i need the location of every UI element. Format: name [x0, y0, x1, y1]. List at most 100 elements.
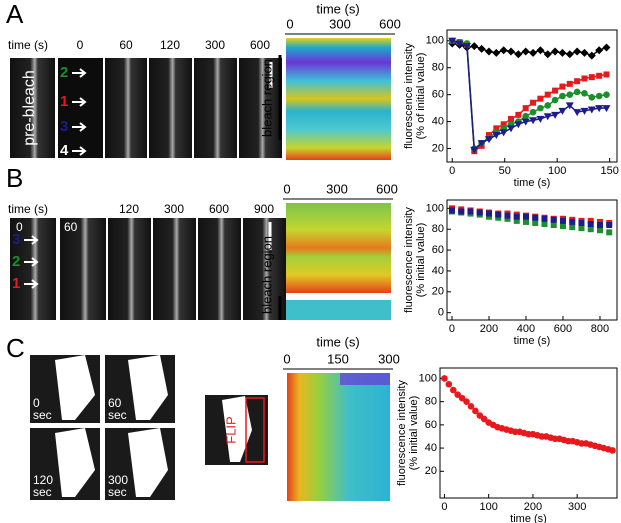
- marker: [551, 96, 559, 104]
- marker: [543, 113, 552, 121]
- kymo-tick: 0: [286, 16, 293, 31]
- y-tick-label: 80: [425, 396, 437, 408]
- marker: [477, 140, 486, 148]
- side-label: pre-bleach: [21, 70, 38, 146]
- time-label: 900: [254, 202, 274, 216]
- y-axis-label: (% initial value): [415, 223, 427, 298]
- marker: [458, 208, 465, 215]
- marker: [551, 47, 560, 56]
- x-tick-label: 0: [449, 165, 455, 177]
- marker: [595, 46, 604, 55]
- micrograph: [58, 58, 103, 158]
- marker: [532, 214, 539, 221]
- time-unit: sec: [33, 408, 52, 422]
- arrows: [72, 68, 87, 156]
- marker: [499, 46, 508, 55]
- marker: [462, 43, 471, 51]
- kymo-tick: 300: [326, 181, 348, 196]
- marker: [476, 209, 483, 216]
- marker: [529, 48, 538, 57]
- marker: [445, 380, 453, 388]
- time-label: time (s): [8, 202, 48, 216]
- kymo-tick: 0: [283, 181, 290, 196]
- time-label: 0: [33, 396, 40, 410]
- time-label: 300: [164, 202, 184, 216]
- marker: [472, 407, 479, 415]
- x-tick-label: 200: [480, 323, 498, 335]
- region-number: 4: [60, 142, 69, 159]
- marker: [448, 37, 457, 45]
- panel-label: A: [6, 0, 24, 29]
- x-tick-label: 0: [441, 501, 447, 513]
- time-label: 120: [33, 473, 53, 487]
- marker: [587, 221, 594, 227]
- kymograph: [286, 203, 391, 293]
- marker: [596, 227, 603, 234]
- panel-label: C: [6, 333, 25, 363]
- roi: [245, 397, 265, 463]
- kymo-axis-label: time (s): [316, 1, 359, 16]
- x-tick-label: 300: [568, 501, 586, 513]
- marker: [522, 112, 530, 120]
- marker: [587, 226, 594, 233]
- y-axis-label: (% of initial value): [415, 53, 427, 140]
- time-label: 0: [77, 38, 84, 52]
- y-axis-label: (% initial value): [408, 396, 420, 471]
- x-tick-label: 100: [479, 501, 497, 513]
- marker: [449, 386, 457, 394]
- marker: [580, 48, 589, 57]
- x-tick-label: 400: [517, 323, 535, 335]
- y-axis-label: fluorescence intensity: [396, 380, 408, 486]
- time-unit: sec: [108, 408, 127, 422]
- marker: [569, 218, 576, 225]
- marker: [596, 218, 603, 225]
- marker: [532, 219, 539, 226]
- marker: [581, 90, 588, 97]
- marker: [595, 92, 603, 100]
- kymo-axis-label: time (s): [316, 334, 359, 349]
- region-number: 1: [12, 275, 20, 292]
- marker: [537, 95, 544, 102]
- panel-label: B: [6, 163, 23, 193]
- y-tick-label: 100: [426, 202, 444, 214]
- time-unit: sec: [33, 485, 52, 499]
- marker: [470, 42, 479, 51]
- marker: [550, 216, 557, 223]
- micrograph: [108, 218, 151, 320]
- marker: [603, 91, 610, 98]
- marker: [477, 44, 486, 53]
- marker: [522, 213, 529, 220]
- series-line: [452, 42, 607, 57]
- marker: [463, 398, 470, 405]
- y-tick-label: 40: [432, 115, 444, 127]
- marker: [504, 212, 511, 219]
- marker: [454, 391, 462, 398]
- time-label: 120: [119, 202, 139, 216]
- region-label: bleach region: [259, 236, 274, 314]
- arrows: [24, 235, 39, 289]
- marker: [514, 50, 523, 59]
- series-line: [452, 40, 607, 153]
- y-tick-label: 20: [432, 142, 444, 154]
- marker: [470, 146, 479, 154]
- x-tick-label: 100: [548, 165, 566, 177]
- plot-frame: [446, 29, 618, 163]
- marker: [455, 40, 464, 48]
- marker: [602, 105, 611, 113]
- marker: [606, 222, 613, 229]
- marker: [485, 213, 492, 220]
- marker: [558, 48, 567, 57]
- y-tick-label: 80: [432, 62, 444, 74]
- marker: [596, 222, 603, 229]
- marker: [499, 129, 508, 137]
- region-label: bleach region: [259, 59, 274, 137]
- marker: [484, 47, 493, 56]
- region-number: 2: [60, 64, 68, 81]
- time-label: 60: [108, 396, 122, 410]
- marker: [558, 107, 567, 115]
- marker: [550, 222, 557, 229]
- micrograph: [105, 58, 147, 158]
- marker: [573, 109, 582, 117]
- marker: [559, 223, 566, 230]
